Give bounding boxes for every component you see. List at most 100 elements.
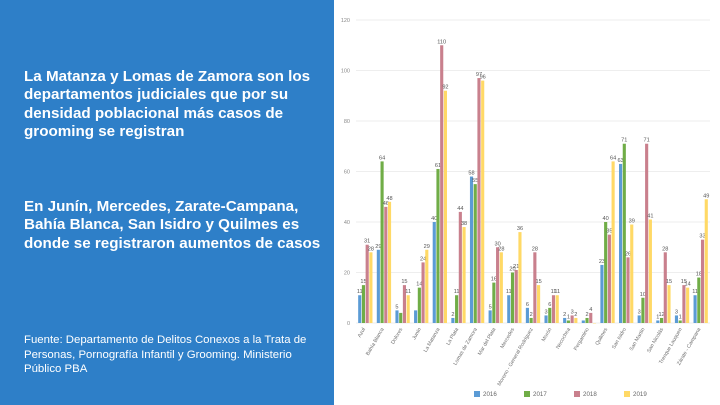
bar: [637, 315, 641, 323]
bar: [451, 317, 455, 323]
data-label: 15: [401, 279, 407, 285]
data-label: 110: [437, 39, 446, 45]
x-tick-label: San Isidro: [611, 327, 628, 350]
data-label: 29: [375, 244, 381, 250]
bar: [678, 320, 682, 323]
bar: [473, 184, 477, 323]
data-label: 2: [530, 312, 533, 318]
bar: [361, 285, 366, 323]
x-tick-label: Moreno - General Rodríguez: [497, 327, 535, 388]
data-label: 11: [692, 289, 698, 295]
bar: [499, 252, 503, 323]
bar: [458, 211, 462, 323]
bar: [674, 315, 679, 323]
bar: [399, 312, 403, 323]
data-label: 28: [368, 246, 374, 252]
legend-label: 2017: [533, 391, 547, 398]
bar: [686, 287, 690, 323]
data-label: 55: [472, 178, 478, 184]
bar: [510, 272, 515, 323]
bar: [537, 285, 541, 323]
bar: [570, 315, 574, 323]
bar: [589, 312, 593, 323]
data-label: 28: [532, 246, 538, 252]
data-label: 41: [647, 213, 653, 219]
data-label: 4: [589, 307, 592, 313]
bar: [462, 227, 466, 323]
bar: [440, 45, 444, 323]
y-tick-label: 100: [341, 69, 350, 75]
bar: [436, 168, 440, 323]
x-tick-label: La Matanza: [423, 327, 442, 354]
x-tick-label: San Nicolás: [646, 327, 665, 354]
bar: [600, 264, 604, 323]
bar: [648, 219, 652, 323]
data-label: 2: [563, 312, 566, 318]
data-label: 64: [379, 155, 385, 161]
data-label: 15: [666, 279, 672, 285]
bar: [630, 224, 634, 323]
data-label: 11: [554, 289, 560, 295]
bar: [700, 239, 705, 323]
data-label: 12: [658, 312, 664, 318]
data-label: 2: [451, 312, 454, 318]
bar: [622, 143, 626, 323]
x-tick-label: Mercedes: [500, 327, 517, 350]
bar: [555, 295, 559, 323]
bar: [477, 78, 481, 323]
data-label: 10: [640, 292, 646, 298]
bar: [421, 262, 425, 323]
legend-swatch: [624, 391, 630, 397]
bar: [525, 307, 529, 323]
bar: [387, 201, 392, 323]
data-label: 14: [416, 282, 422, 288]
data-label: 11: [551, 289, 557, 295]
bar: [663, 252, 667, 323]
bar: [529, 317, 533, 323]
data-label: 3: [675, 309, 678, 315]
data-label: 49: [703, 193, 709, 199]
bar: [697, 277, 701, 323]
bar: [365, 244, 369, 323]
data-label: 23: [599, 259, 605, 265]
x-tick-label: Pergamino: [573, 327, 591, 352]
bar: [455, 295, 459, 323]
data-label: 40: [431, 216, 437, 222]
bar: [380, 161, 384, 323]
legend-swatch: [474, 391, 480, 397]
bar: [704, 199, 708, 323]
legend-label: 2016: [483, 391, 497, 398]
bar: [585, 317, 589, 323]
bar: [417, 287, 421, 323]
data-label: 15: [681, 279, 687, 285]
chart-panel: 0 20 40 60 80 100 120 11 15 31 28 Azul 29 64 46 48 Bahía…: [334, 0, 720, 405]
data-label: 6: [548, 302, 551, 308]
data-label: 63: [617, 158, 623, 164]
subheadline: En Junín, Mercedes, Zarate-Campana, Bahí…: [24, 198, 321, 252]
data-label: 3: [571, 309, 574, 315]
bar: [656, 320, 660, 323]
data-label: 2: [585, 312, 588, 318]
bar: [607, 234, 611, 323]
bar: [406, 295, 410, 323]
data-label: 5: [395, 304, 398, 310]
bar: [492, 282, 496, 323]
data-label: 21: [513, 264, 519, 270]
data-label: 14: [685, 282, 691, 288]
data-label: 6: [526, 302, 529, 308]
data-label: 15: [360, 279, 366, 285]
data-label: 39: [629, 219, 635, 225]
data-label: 30: [494, 241, 500, 247]
y-tick-label: 80: [344, 119, 350, 125]
data-label: 11: [454, 289, 460, 295]
bar: [574, 317, 578, 323]
bar: [425, 249, 429, 323]
data-label: 29: [424, 244, 430, 250]
bar: [488, 310, 492, 323]
legend-swatch: [574, 391, 580, 397]
x-tick-label: Necochea: [555, 327, 572, 350]
x-tick-label: Bahía Blanca: [365, 327, 386, 357]
bar: [369, 252, 373, 323]
bar: [563, 317, 567, 323]
data-label: 5: [489, 304, 492, 310]
